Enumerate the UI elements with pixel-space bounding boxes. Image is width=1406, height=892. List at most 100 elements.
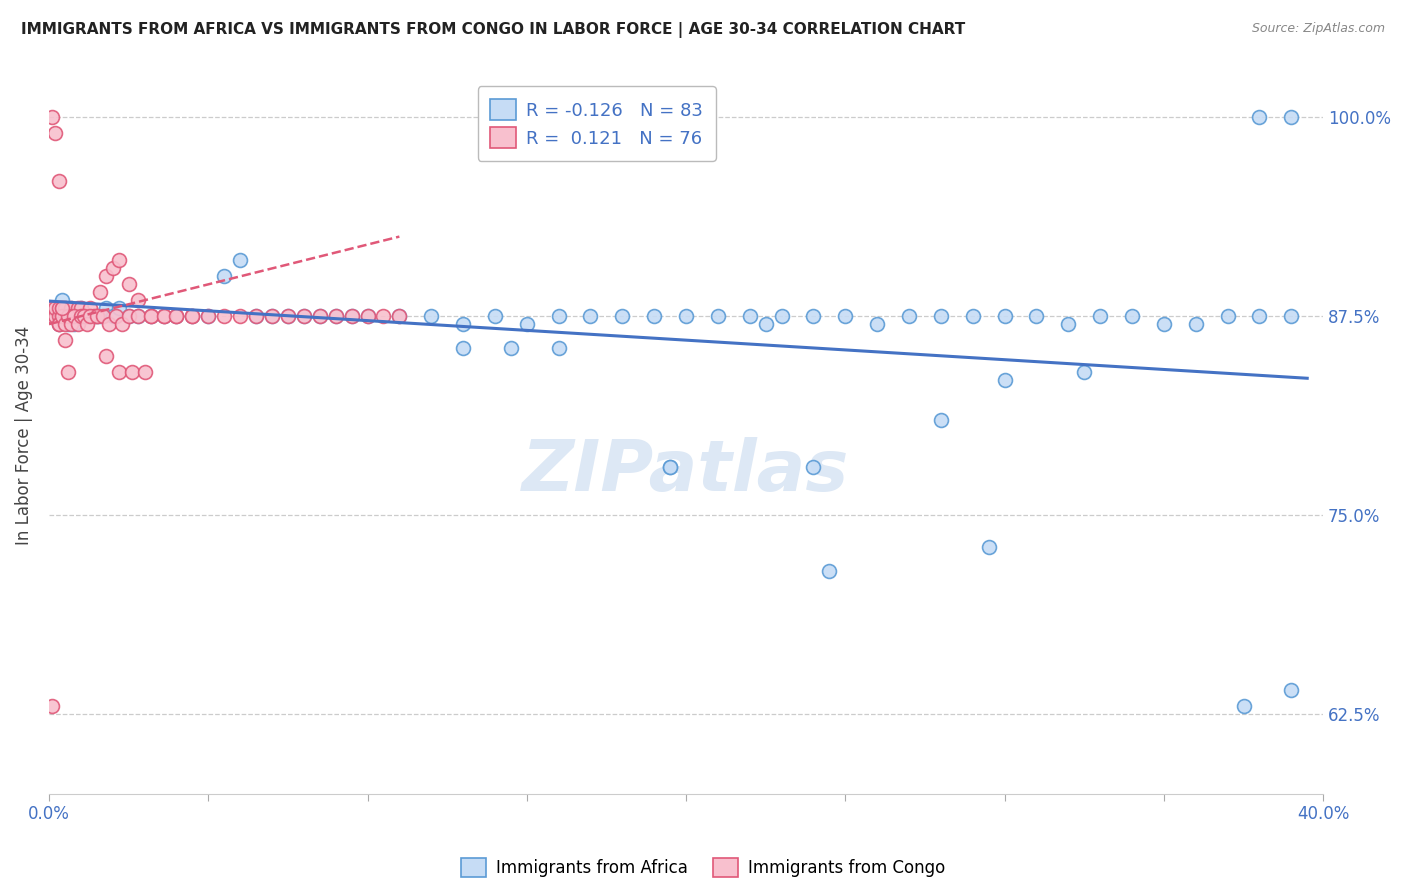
Point: [866, 317, 889, 331]
Text: IMMIGRANTS FROM AFRICA VS IMMIGRANTS FROM CONGO IN LABOR FORCE | AGE 30-34 CORRE: IMMIGRANTS FROM AFRICA VS IMMIGRANTS FRO…: [21, 22, 966, 38]
Point: [48, 309, 70, 323]
Point: [962, 309, 984, 323]
Point: [127, 293, 149, 308]
Point: [60, 309, 83, 323]
Point: [152, 309, 174, 323]
Point: [86, 309, 108, 323]
Point: [51, 293, 73, 308]
Point: [108, 253, 131, 268]
Point: [66, 309, 89, 323]
Point: [659, 460, 682, 475]
Point: [86, 309, 108, 323]
Point: [53, 309, 76, 323]
Point: [121, 365, 143, 379]
Point: [96, 349, 118, 363]
Point: [388, 309, 411, 323]
Point: [89, 285, 111, 300]
Point: [803, 309, 825, 323]
Point: [69, 309, 91, 323]
Point: [325, 309, 347, 323]
Point: [181, 309, 204, 323]
Point: [51, 309, 73, 323]
Point: [499, 341, 522, 355]
Point: [1249, 309, 1271, 323]
Y-axis label: In Labor Force | Age 30-34: In Labor Force | Age 30-34: [15, 326, 32, 545]
Point: [48, 301, 70, 316]
Point: [707, 309, 730, 323]
Point: [60, 301, 83, 316]
Point: [1279, 683, 1302, 698]
Point: [547, 309, 569, 323]
Point: [212, 269, 235, 284]
Point: [229, 253, 252, 268]
Point: [44, 126, 66, 140]
Point: [929, 412, 952, 426]
Point: [770, 309, 793, 323]
Point: [63, 309, 86, 323]
Point: [83, 309, 105, 323]
Point: [834, 309, 856, 323]
Point: [79, 309, 101, 323]
Point: [56, 317, 79, 331]
Point: [373, 309, 395, 323]
Point: [818, 564, 841, 578]
Point: [308, 309, 330, 323]
Point: [738, 309, 761, 323]
Point: [356, 309, 378, 323]
Point: [325, 309, 347, 323]
Point: [245, 309, 267, 323]
Point: [73, 309, 96, 323]
Point: [108, 301, 131, 316]
Point: [51, 301, 73, 316]
Point: [51, 301, 73, 316]
Point: [53, 333, 76, 347]
Point: [929, 309, 952, 323]
Point: [340, 309, 363, 323]
Point: [292, 309, 315, 323]
Point: [420, 309, 443, 323]
Point: [44, 309, 66, 323]
Point: [451, 341, 474, 355]
Point: [89, 309, 111, 323]
Point: [48, 317, 70, 331]
Point: [1184, 317, 1206, 331]
Point: [1279, 110, 1302, 124]
Point: [53, 309, 76, 323]
Point: [356, 309, 378, 323]
Point: [1153, 317, 1175, 331]
Point: [292, 309, 315, 323]
Point: [96, 269, 118, 284]
Point: [69, 309, 91, 323]
Point: [73, 309, 96, 323]
Point: [197, 309, 219, 323]
Point: [977, 540, 1000, 554]
Point: [69, 301, 91, 316]
Point: [1025, 309, 1047, 323]
Point: [101, 261, 124, 276]
Point: [340, 309, 363, 323]
Point: [56, 365, 79, 379]
Point: [104, 309, 127, 323]
Point: [643, 309, 665, 323]
Point: [229, 309, 252, 323]
Point: [53, 301, 76, 316]
Point: [66, 304, 89, 318]
Point: [76, 317, 98, 331]
Point: [56, 309, 79, 323]
Point: [66, 309, 89, 323]
Point: [44, 301, 66, 316]
Point: [73, 309, 96, 323]
Point: [659, 460, 682, 475]
Point: [48, 317, 70, 331]
Point: [388, 309, 411, 323]
Point: [117, 277, 139, 292]
Point: [76, 309, 98, 323]
Point: [1073, 365, 1095, 379]
Point: [994, 309, 1017, 323]
Point: [139, 309, 162, 323]
Point: [53, 301, 76, 316]
Point: [69, 309, 91, 323]
Point: [79, 301, 101, 316]
Point: [197, 309, 219, 323]
Point: [484, 309, 506, 323]
